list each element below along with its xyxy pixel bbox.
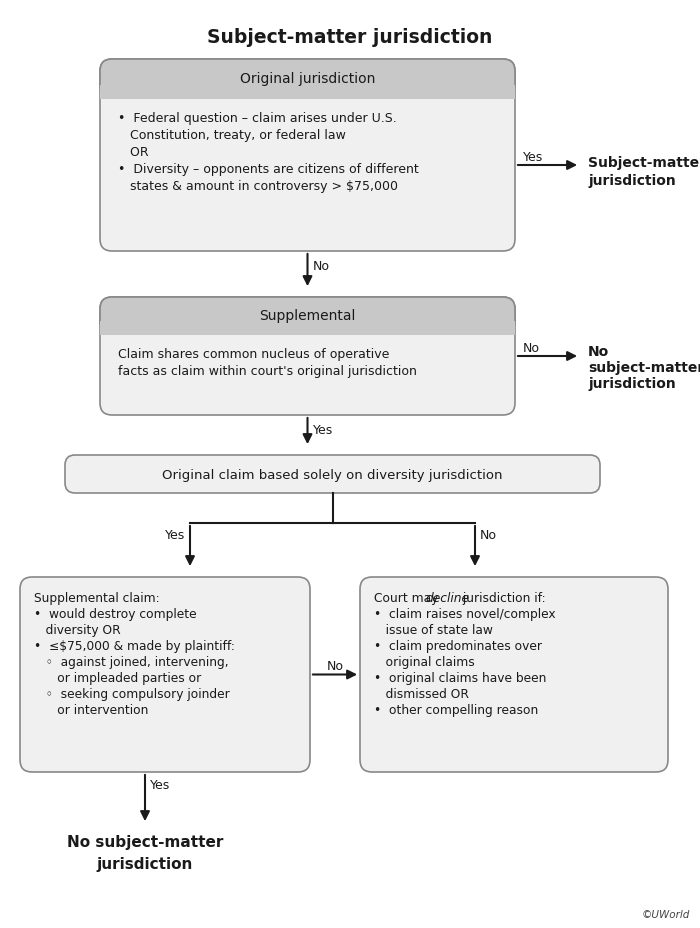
Text: Supplemental: Supplemental: [259, 309, 356, 323]
Text: •  ≤$75,000 & made by plaintiff:: • ≤$75,000 & made by plaintiff:: [34, 639, 235, 652]
Text: or impleaded parties or: or impleaded parties or: [34, 671, 202, 684]
Text: Yes: Yes: [150, 779, 170, 792]
Text: •  original claims have been: • original claims have been: [374, 671, 547, 684]
Text: states & amount in controversy > $75,000: states & amount in controversy > $75,000: [118, 180, 398, 193]
Text: Subject-matter: Subject-matter: [588, 156, 700, 170]
Text: •  Federal question – claim arises under U.S.: • Federal question – claim arises under …: [118, 112, 397, 125]
FancyBboxPatch shape: [65, 456, 600, 494]
FancyBboxPatch shape: [360, 577, 668, 772]
Text: Yes: Yes: [523, 151, 543, 164]
Text: Claim shares common nucleus of operative: Claim shares common nucleus of operative: [118, 348, 389, 361]
Text: •  would destroy complete: • would destroy complete: [34, 607, 197, 620]
Text: Court may: Court may: [374, 591, 442, 604]
Text: diversity OR: diversity OR: [34, 624, 120, 637]
FancyBboxPatch shape: [100, 60, 515, 251]
Text: facts as claim within court's original jurisdiction: facts as claim within court's original j…: [118, 365, 417, 378]
Text: •  claim predominates over: • claim predominates over: [374, 639, 542, 652]
Text: No: No: [588, 344, 609, 358]
Text: Original claim based solely on diversity jurisdiction: Original claim based solely on diversity…: [162, 468, 503, 481]
Text: Subject-matter jurisdiction: Subject-matter jurisdiction: [207, 28, 493, 47]
FancyBboxPatch shape: [100, 298, 515, 416]
Text: ©UWorld: ©UWorld: [642, 909, 690, 919]
Text: No subject-matter: No subject-matter: [66, 834, 223, 849]
Text: or intervention: or intervention: [34, 703, 148, 716]
Text: issue of state law: issue of state law: [374, 624, 493, 637]
Text: jurisdiction: jurisdiction: [588, 174, 676, 187]
Text: subject-matter: subject-matter: [588, 361, 700, 375]
Text: ◦  seeking compulsory joinder: ◦ seeking compulsory joinder: [34, 688, 230, 701]
Text: •  other compelling reason: • other compelling reason: [374, 703, 538, 716]
Text: •  Diversity – opponents are citizens of different: • Diversity – opponents are citizens of …: [118, 162, 419, 175]
FancyBboxPatch shape: [100, 322, 515, 336]
Text: ◦  against joined, intervening,: ◦ against joined, intervening,: [34, 655, 229, 668]
Text: No: No: [480, 528, 497, 541]
FancyBboxPatch shape: [20, 577, 310, 772]
Text: original claims: original claims: [374, 655, 475, 668]
Text: No: No: [523, 342, 540, 354]
Text: Supplemental claim:: Supplemental claim:: [34, 591, 160, 604]
Text: jurisdiction: jurisdiction: [97, 856, 193, 871]
Text: dismissed OR: dismissed OR: [374, 688, 469, 701]
Text: Original jurisdiction: Original jurisdiction: [240, 72, 375, 86]
Text: Yes: Yes: [164, 528, 185, 541]
FancyBboxPatch shape: [100, 86, 515, 100]
FancyBboxPatch shape: [100, 60, 515, 97]
Text: decline: decline: [425, 591, 469, 604]
Text: jurisdiction if:: jurisdiction if:: [458, 591, 545, 604]
FancyBboxPatch shape: [100, 298, 515, 334]
Text: Yes: Yes: [312, 423, 332, 436]
Text: OR: OR: [118, 146, 148, 159]
Text: No: No: [326, 659, 344, 672]
Text: jurisdiction: jurisdiction: [588, 377, 676, 391]
Text: Constitution, treaty, or federal law: Constitution, treaty, or federal law: [118, 129, 346, 142]
Text: No: No: [312, 260, 330, 273]
Text: •  claim raises novel/complex: • claim raises novel/complex: [374, 607, 556, 620]
